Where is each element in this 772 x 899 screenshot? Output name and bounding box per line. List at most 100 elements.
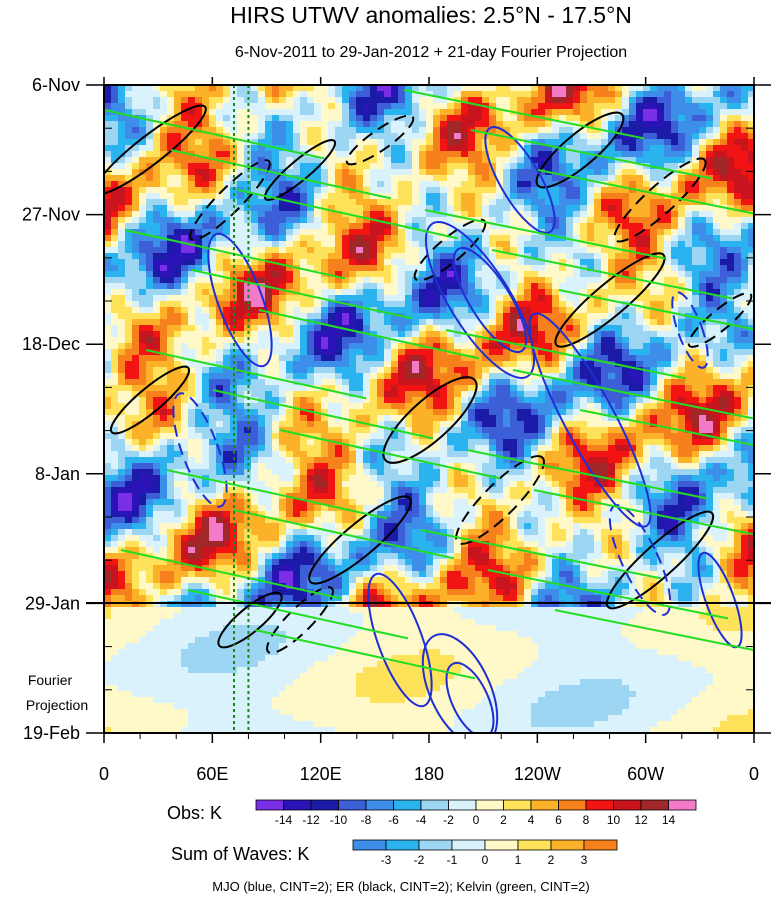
field-cell (545, 121, 553, 128)
field-cell (636, 307, 644, 314)
field-cell (622, 217, 630, 224)
field-cell (454, 181, 462, 188)
field-cell (510, 181, 518, 188)
field-cell (531, 295, 539, 302)
field-cell (657, 193, 665, 200)
field-cell (545, 91, 553, 98)
field-cell (461, 325, 469, 332)
field-cell (244, 295, 252, 302)
field-cell (202, 331, 210, 338)
field-cell (307, 109, 315, 116)
field-cell (510, 139, 518, 146)
field-cell (727, 283, 735, 290)
field-cell (258, 181, 266, 188)
field-cell (321, 223, 329, 230)
field-cell (153, 211, 161, 218)
field-cell (230, 115, 238, 122)
field-cell (587, 373, 595, 380)
field-cell (377, 403, 385, 410)
field-cell (433, 115, 441, 122)
field-cell (118, 187, 126, 194)
field-cell (160, 241, 168, 248)
field-cell (580, 151, 588, 158)
field-cell (405, 403, 413, 410)
field-cell (342, 373, 350, 380)
field-cell (566, 271, 574, 278)
field-cell (720, 91, 728, 98)
field-cell (216, 289, 224, 296)
field-cell (111, 235, 119, 242)
field-cell (398, 163, 406, 170)
field-cell (384, 361, 392, 368)
field-cell (153, 397, 161, 404)
field-cell (601, 319, 609, 326)
field-cell (664, 355, 672, 362)
field-cell (552, 223, 560, 230)
field-cell (748, 301, 754, 308)
field-cell (713, 187, 721, 194)
field-cell (412, 355, 420, 362)
field-cell (265, 289, 273, 296)
field-cell (545, 343, 553, 350)
field-cell (629, 337, 637, 344)
field-cell (538, 181, 546, 188)
field-cell (293, 103, 301, 110)
field-cell (209, 211, 217, 218)
field-cell (468, 253, 476, 260)
field-cell (706, 127, 714, 134)
field-cell (146, 217, 154, 224)
field-cell (293, 115, 301, 122)
field-cell (153, 289, 161, 296)
field-cell (531, 367, 539, 374)
field-cell (454, 355, 462, 362)
field-cell (118, 403, 126, 410)
field-cell (426, 355, 434, 362)
field-cell (664, 361, 672, 368)
field-cell (552, 85, 560, 92)
field-cell (748, 361, 754, 368)
field-cell (650, 301, 658, 308)
field-cell (195, 253, 203, 260)
field-cell (230, 97, 238, 104)
field-cell (209, 217, 217, 224)
field-cell (622, 295, 630, 302)
field-cell (706, 271, 714, 278)
field-cell (237, 259, 245, 266)
field-cell (398, 235, 406, 242)
field-cell (447, 337, 455, 344)
field-cell (293, 247, 301, 254)
field-cell (384, 349, 392, 356)
field-cell (552, 331, 560, 338)
field-cell (622, 139, 630, 146)
field-cell (139, 325, 147, 332)
field-cell (461, 367, 469, 374)
field-cell (440, 223, 448, 230)
field-cell (706, 91, 714, 98)
field-cell (538, 97, 546, 104)
field-cell (741, 343, 749, 350)
field-cell (167, 199, 175, 206)
field-cell (412, 151, 420, 158)
field-cell (552, 211, 560, 218)
field-cell (335, 349, 343, 356)
field-cell (328, 181, 336, 188)
field-cell (510, 103, 518, 110)
field-cell (314, 349, 322, 356)
field-cell (475, 187, 483, 194)
field-cell (657, 367, 665, 374)
field-cell (538, 91, 546, 98)
field-cell (692, 127, 700, 134)
field-cell (692, 229, 700, 236)
field-cell (678, 379, 686, 386)
field-cell (454, 169, 462, 176)
field-cell (104, 403, 112, 410)
field-cell (622, 307, 630, 314)
field-cell (356, 85, 364, 92)
field-cell (160, 193, 168, 200)
field-cell (412, 343, 420, 350)
field-cell (181, 127, 189, 134)
field-cell (475, 133, 483, 140)
field-cell (125, 313, 133, 320)
field-cell (643, 109, 651, 116)
field-cell (517, 157, 525, 164)
